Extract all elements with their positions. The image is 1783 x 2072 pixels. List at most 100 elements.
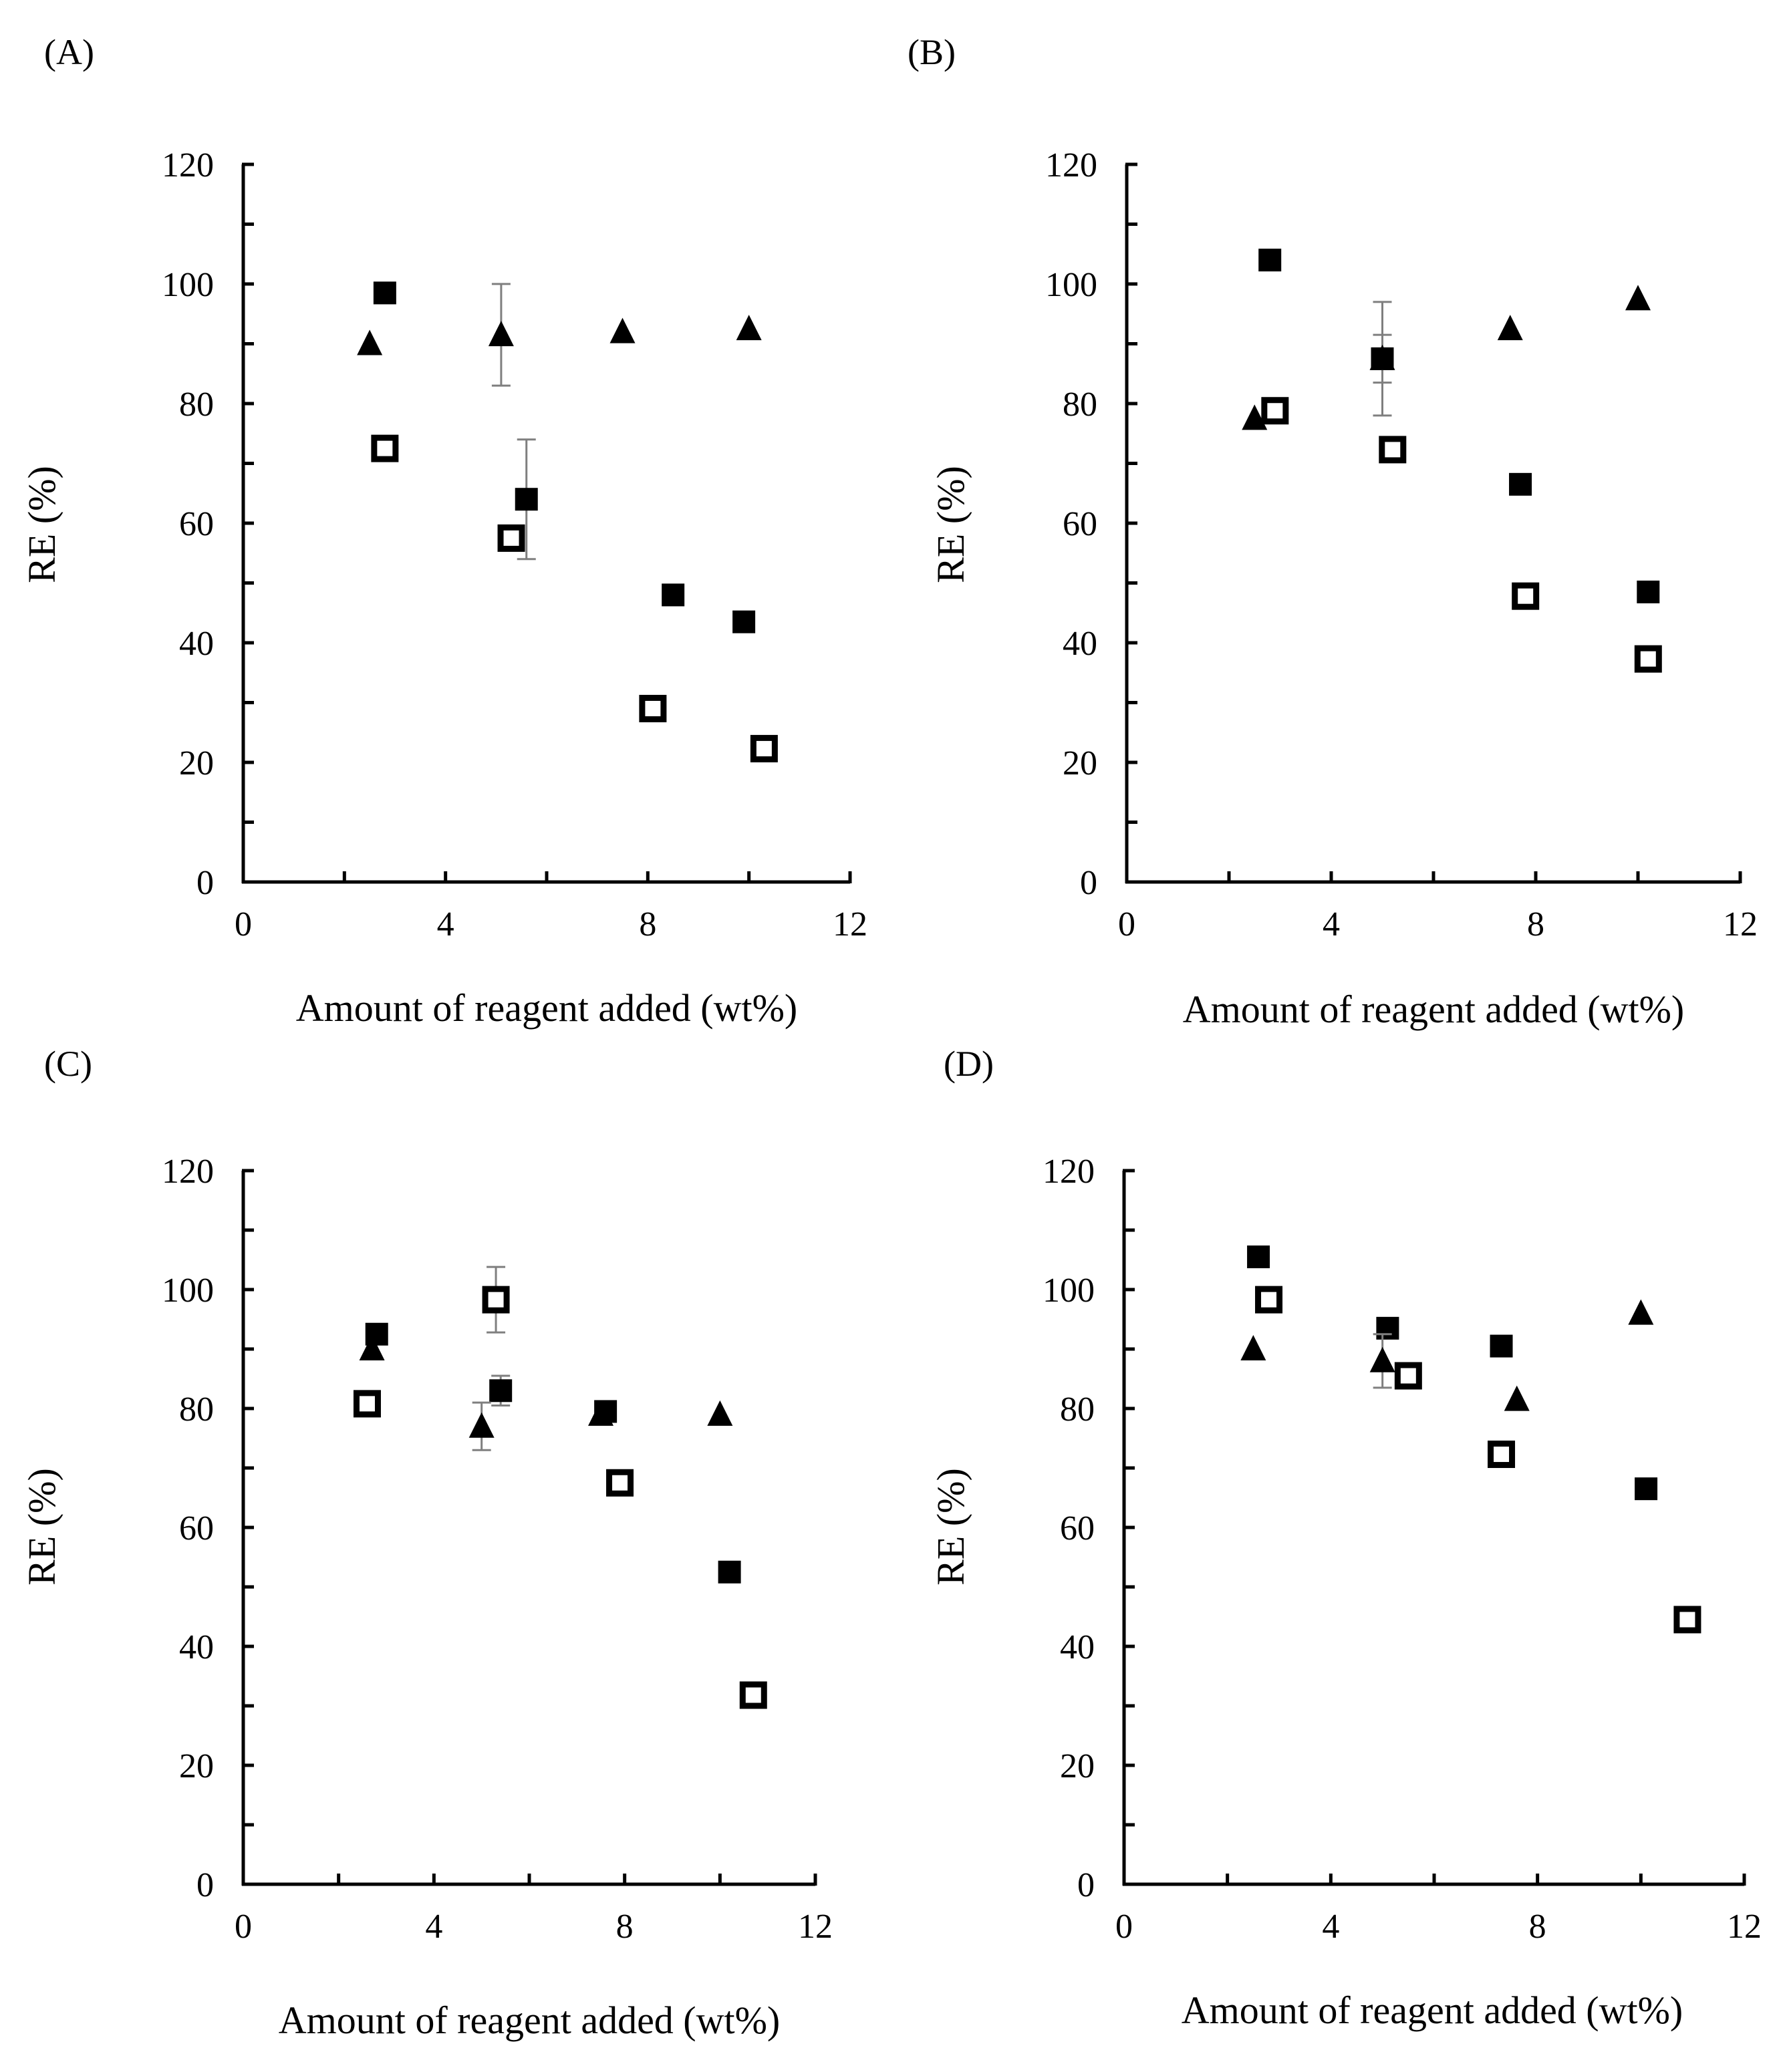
y-tick-label: 0 xyxy=(196,1866,214,1904)
y-tick-label: 120 xyxy=(162,1153,214,1191)
x-tick-label: 4 xyxy=(437,905,454,943)
y-tick-label: 20 xyxy=(1063,744,1097,782)
y-axis-title: RE (%) xyxy=(20,466,63,583)
data-point-triangle xyxy=(736,315,762,341)
data-point-triangle xyxy=(1369,344,1395,370)
chart-panel-c: (C) 0 20 40 60 80 100 120 0 4 8 12 Amount of reagent… xyxy=(20,1044,833,2042)
data-point-filled-square xyxy=(1635,1477,1658,1501)
y-tick-label: 120 xyxy=(162,146,214,184)
y-tick-label: 100 xyxy=(162,266,214,304)
x-axis-title: Amount of reagent added (wt%) xyxy=(1182,1988,1683,2032)
panel-label: (C) xyxy=(44,1044,92,1084)
x-tick-label: 0 xyxy=(235,1908,252,1946)
data-point-triangle xyxy=(1625,285,1651,311)
y-tick-label: 80 xyxy=(179,386,214,424)
y-tick-label: 20 xyxy=(1060,1747,1095,1785)
data-point-filled-square xyxy=(1247,1245,1270,1269)
x-tick-label: 12 xyxy=(1727,1908,1762,1946)
data-point-triangle xyxy=(1240,1335,1266,1360)
y-tick-label: 120 xyxy=(1043,1153,1095,1191)
data-point-filled-square xyxy=(489,1379,513,1402)
panel-label: (D) xyxy=(944,1044,994,1084)
data-point-hollow-square xyxy=(1512,582,1540,610)
data-point-hollow-square xyxy=(1634,645,1662,673)
panel-label: (A) xyxy=(44,32,94,72)
data-point-triangle xyxy=(1497,315,1523,341)
data-point-hollow-square xyxy=(1488,1441,1516,1469)
data-point-filled-square xyxy=(1490,1334,1513,1358)
data-point-triangle xyxy=(468,1412,495,1438)
y-tick-label: 0 xyxy=(1080,864,1097,902)
x-tick-label: 8 xyxy=(616,1908,634,1946)
data-point-hollow-square xyxy=(482,1286,510,1314)
y-tick-label: 60 xyxy=(179,1509,214,1547)
y-tick-label: 0 xyxy=(1077,1866,1095,1904)
y-tick-label: 40 xyxy=(1063,625,1097,663)
data-point-filled-square xyxy=(1258,249,1282,272)
y-tick-label: 120 xyxy=(1045,146,1097,184)
y-axis-title: RE (%) xyxy=(929,466,972,583)
y-tick-label: 100 xyxy=(162,1272,214,1310)
y-tick-label: 60 xyxy=(1063,505,1097,543)
data-point-hollow-square xyxy=(1379,436,1407,464)
data-point-filled-square xyxy=(718,1560,741,1584)
x-tick-label: 12 xyxy=(1723,905,1758,943)
data-point-filled-square xyxy=(732,610,756,633)
data-point-triangle xyxy=(488,321,514,347)
data-point-triangle xyxy=(1242,404,1268,430)
data-point-hollow-square xyxy=(739,1681,767,1709)
data-point-hollow-square xyxy=(639,694,667,722)
y-tick-label: 40 xyxy=(179,1628,214,1666)
x-tick-label: 8 xyxy=(1527,905,1544,943)
data-point-filled-square xyxy=(662,583,685,607)
y-tick-label: 0 xyxy=(196,864,214,902)
data-point-hollow-square xyxy=(606,1469,634,1497)
x-tick-label: 0 xyxy=(1118,905,1135,943)
data-point-filled-square xyxy=(373,281,396,305)
data-point-filled-square xyxy=(1509,472,1532,496)
data-point-triangle xyxy=(1504,1385,1530,1411)
data-point-hollow-square xyxy=(1255,1286,1283,1314)
data-point-triangle xyxy=(707,1400,733,1426)
x-tick-label: 4 xyxy=(1322,1908,1339,1946)
x-axis-title: Amount of reagent added (wt%) xyxy=(279,1999,781,2042)
y-tick-label: 100 xyxy=(1043,1272,1095,1310)
y-tick-label: 20 xyxy=(179,1747,214,1785)
data-point-hollow-square xyxy=(353,1390,381,1418)
x-tick-label: 0 xyxy=(1115,1908,1133,1946)
data-point-hollow-square xyxy=(371,434,399,462)
data-point-filled-square xyxy=(515,488,538,511)
y-tick-label: 40 xyxy=(1060,1628,1095,1666)
x-tick-label: 0 xyxy=(235,905,252,943)
panel-label: (B) xyxy=(908,32,956,72)
y-axis-title: RE (%) xyxy=(20,1468,63,1586)
data-point-triangle xyxy=(609,317,636,343)
y-tick-label: 80 xyxy=(1060,1390,1095,1429)
data-point-triangle xyxy=(359,1335,385,1360)
y-tick-label: 40 xyxy=(179,625,214,663)
data-point-triangle xyxy=(357,329,383,355)
y-axis-title: RE (%) xyxy=(929,1468,972,1586)
x-axis-title: Amount of reagent added (wt%) xyxy=(1183,988,1685,1031)
data-point-hollow-square xyxy=(750,734,778,762)
data-point-triangle xyxy=(1628,1299,1654,1325)
data-point-triangle xyxy=(1369,1346,1395,1372)
y-tick-label: 60 xyxy=(1060,1509,1095,1547)
data-point-hollow-square xyxy=(497,524,525,552)
chart-panel-b: (B) 0 20 40 60 80 100 120 0 4 8 12 Amount of reagent… xyxy=(908,32,1758,1031)
data-point-triangle xyxy=(588,1400,613,1426)
y-tick-label: 20 xyxy=(179,744,214,782)
x-tick-label: 12 xyxy=(833,905,867,943)
x-tick-label: 4 xyxy=(1323,905,1340,943)
data-point-filled-square xyxy=(1637,580,1660,603)
y-tick-label: 80 xyxy=(179,1390,214,1429)
y-tick-label: 100 xyxy=(1045,266,1097,304)
x-tick-label: 12 xyxy=(798,1908,833,1946)
chart-panel-d: (D) 0 20 40 60 80 100 120 0 4 8 12 Amount of reagent… xyxy=(929,1044,1762,2032)
x-tick-label: 8 xyxy=(639,905,656,943)
data-point-hollow-square xyxy=(1673,1606,1701,1634)
x-tick-label: 8 xyxy=(1529,1908,1546,1946)
x-tick-label: 4 xyxy=(425,1908,442,1946)
chart-panel-a: (A) 0 20 40 60 80 100 120 0 4 8 12 Amount of reagent… xyxy=(20,32,867,1030)
